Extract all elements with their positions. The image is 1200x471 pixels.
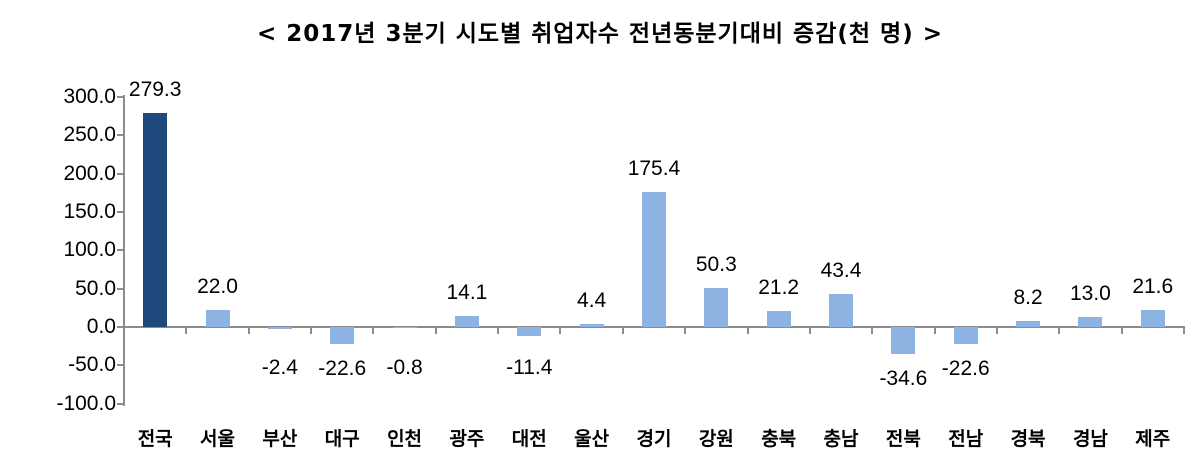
bar-충남 bbox=[829, 293, 854, 327]
bar-대구 bbox=[330, 327, 355, 345]
x-category-label: 경기 bbox=[636, 428, 672, 450]
x-category-label: 제주 bbox=[1135, 428, 1171, 450]
bar-부산 bbox=[267, 327, 292, 329]
bar-인천 bbox=[392, 327, 417, 328]
value-label: 175.4 bbox=[627, 157, 681, 181]
value-label: 21.6 bbox=[1132, 275, 1174, 299]
y-tick-mark bbox=[117, 172, 124, 175]
x-tick-mark bbox=[1182, 327, 1185, 334]
bar-강원 bbox=[704, 288, 729, 327]
x-category-label: 울산 bbox=[574, 428, 610, 450]
x-category-label: 전북 bbox=[885, 428, 921, 450]
x-tick-mark bbox=[247, 327, 250, 334]
x-tick-mark bbox=[559, 327, 562, 334]
y-tick-mark bbox=[117, 364, 124, 367]
y-tick-mark bbox=[117, 402, 124, 405]
bar-전남 bbox=[953, 327, 978, 345]
bar-울산 bbox=[579, 323, 604, 327]
y-tick-label: 250.0 bbox=[63, 123, 116, 147]
value-label: 13.0 bbox=[1069, 282, 1111, 306]
y-tick-mark bbox=[117, 249, 124, 252]
bar-서울 bbox=[205, 310, 230, 327]
x-category-label: 대전 bbox=[511, 428, 547, 450]
bar-전국 bbox=[143, 112, 168, 327]
x-category-label: 광주 bbox=[449, 428, 485, 450]
bar-경북 bbox=[1016, 320, 1041, 327]
value-label: -0.8 bbox=[386, 356, 423, 379]
y-tick-label: 200.0 bbox=[63, 161, 116, 185]
chart-title: < 2017년 3분기 시도별 취업자수 전년동분기대비 증감(천 명) > bbox=[256, 21, 943, 47]
x-tick-mark bbox=[497, 327, 500, 334]
bar-대전 bbox=[517, 327, 542, 336]
y-tick-mark bbox=[117, 134, 124, 137]
x-tick-mark bbox=[684, 327, 687, 334]
x-category-label: 전국 bbox=[137, 428, 173, 450]
y-tick-label: -50.0 bbox=[68, 353, 116, 377]
y-tick-label: 100.0 bbox=[63, 238, 116, 262]
y-axis bbox=[123, 95, 125, 406]
value-label: 43.4 bbox=[820, 258, 862, 282]
bar-경기 bbox=[641, 192, 666, 327]
x-category-label: 서울 bbox=[200, 428, 235, 450]
x-tick-mark bbox=[185, 327, 188, 334]
x-tick-mark bbox=[995, 327, 998, 334]
x-category-label: 충북 bbox=[761, 428, 797, 450]
x-tick-mark bbox=[372, 327, 375, 334]
x-category-label: 인천 bbox=[387, 428, 423, 450]
y-tick-label: 0.0 bbox=[86, 315, 116, 338]
value-label: 279.3 bbox=[128, 77, 182, 101]
x-tick-mark bbox=[808, 327, 811, 334]
value-label: 50.3 bbox=[695, 253, 737, 277]
x-category-label: 부산 bbox=[262, 428, 298, 450]
value-label: -34.6 bbox=[879, 366, 928, 390]
value-label: -11.4 bbox=[506, 356, 553, 379]
x-category-label: 강원 bbox=[698, 428, 734, 450]
x-tick-mark bbox=[621, 327, 624, 334]
x-tick-mark bbox=[933, 327, 936, 334]
bar-광주 bbox=[454, 316, 479, 327]
bar-전북 bbox=[891, 327, 916, 354]
value-label: 21.2 bbox=[758, 275, 800, 299]
value-label: -22.6 bbox=[318, 357, 367, 381]
x-tick-mark bbox=[1120, 327, 1123, 334]
y-tick-label: 300.0 bbox=[63, 84, 116, 108]
y-tick-label: -100.0 bbox=[56, 391, 116, 415]
x-category-label: 충남 bbox=[823, 428, 859, 450]
x-tick-mark bbox=[871, 327, 874, 334]
y-tick-label: 50.0 bbox=[75, 276, 116, 300]
x-tick-mark bbox=[1058, 327, 1061, 334]
x-category-label: 대구 bbox=[324, 428, 360, 450]
bar-제주 bbox=[1140, 310, 1165, 327]
x-category-label: 전남 bbox=[948, 428, 984, 450]
x-tick-mark bbox=[310, 327, 313, 334]
y-tick-mark bbox=[117, 287, 124, 290]
value-label: 4.4 bbox=[577, 288, 607, 312]
value-label: -22.6 bbox=[941, 357, 990, 381]
value-label: 8.2 bbox=[1013, 285, 1043, 309]
bar-충북 bbox=[766, 310, 791, 327]
value-label: -2.4 bbox=[261, 356, 298, 379]
value-label: 22.0 bbox=[197, 275, 238, 299]
value-label: 14.1 bbox=[446, 281, 488, 305]
x-category-label: 경남 bbox=[1072, 428, 1108, 450]
y-tick-mark bbox=[117, 95, 124, 98]
y-tick-label: 150.0 bbox=[63, 199, 116, 223]
bar-경남 bbox=[1078, 317, 1103, 327]
x-tick-mark bbox=[434, 327, 437, 334]
y-tick-mark bbox=[117, 210, 124, 213]
x-tick-mark bbox=[746, 327, 749, 334]
x-axis bbox=[117, 326, 1185, 328]
x-category-label: 경북 bbox=[1010, 428, 1046, 450]
